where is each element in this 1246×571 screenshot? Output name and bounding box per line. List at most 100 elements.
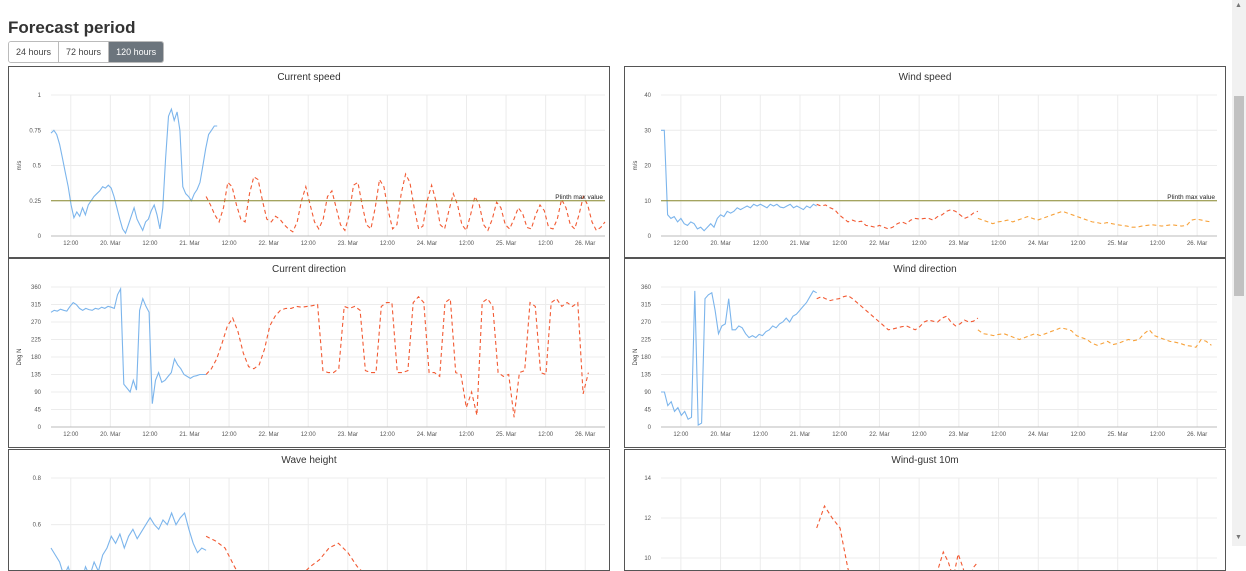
scrollbar-thumb[interactable] xyxy=(1234,96,1244,296)
wind-direction-chart: Wind direction 12:00 20. Mar 12:00 21. Mar 12… xyxy=(633,264,1217,438)
x-tick-label: 25. Mar xyxy=(1108,432,1128,438)
wave-height-chart: Wave height 0.6 0.8 xyxy=(33,455,605,570)
series-line xyxy=(816,203,979,230)
y-tick-label: 270 xyxy=(31,320,42,326)
chart-title: Current direction xyxy=(272,264,346,275)
threshold-label: Plinth max value xyxy=(1167,194,1215,201)
y-axis-label: Deg N xyxy=(17,348,23,365)
chart-title: Current speed xyxy=(277,72,340,83)
x-tick-label: 21. Mar xyxy=(790,432,810,438)
x-tick-label: 12:00 xyxy=(832,241,848,247)
x-tick-label: 20. Mar xyxy=(710,432,730,438)
x-tick-label: 23. Mar xyxy=(949,432,969,438)
x-tick-label: 26. Mar xyxy=(1187,241,1207,247)
x-tick-label: 25. Mar xyxy=(496,241,516,247)
x-tick-label: 22. Mar xyxy=(869,241,889,247)
x-tick-label: 12:00 xyxy=(459,432,475,438)
y-tick-label: 90 xyxy=(34,390,41,396)
current-speed-chart: Current speed 12:00 20. Mar 12:00 21. Mar 12:… xyxy=(17,72,606,247)
series-line xyxy=(816,295,979,331)
x-tick-label: 26. Mar xyxy=(575,432,595,438)
y-tick-label: 0.5 xyxy=(33,164,42,170)
y-axis-label: m/s xyxy=(633,161,639,171)
x-tick-label: 12:00 xyxy=(301,432,317,438)
x-tick-label: 12:00 xyxy=(1070,432,1086,438)
y-axis-label: m/s xyxy=(17,161,23,171)
x-tick-label: 12:00 xyxy=(1070,241,1086,247)
series-line xyxy=(50,107,218,235)
chart-title: Wind direction xyxy=(893,264,956,275)
y-tick-label: 0 xyxy=(648,425,652,431)
y-tick-label: 135 xyxy=(641,373,652,379)
x-tick-label: 12:00 xyxy=(1150,241,1166,247)
y-tick-label: 0.6 xyxy=(33,523,42,529)
chart-panel-wind-direction: Wind direction 12:00 20. Mar 12:00 21. Mar 12… xyxy=(624,258,1226,448)
chart-panel-wind-speed: Wind speed 12:00 20. Mar 12:00 21. Mar 12:00 2… xyxy=(624,66,1226,258)
y-tick-label: 0.75 xyxy=(29,128,41,134)
x-tick-label: 12:00 xyxy=(912,241,928,247)
period-72h-button[interactable]: 72 hours xyxy=(59,42,110,62)
chart-title: Wind speed xyxy=(899,72,952,83)
wind-gust-chart: Wind-gust 10m 10 12 14 xyxy=(644,455,1217,570)
y-tick-label: 315 xyxy=(31,303,42,309)
y-tick-label: 10 xyxy=(644,199,651,205)
y-tick-label: 20 xyxy=(644,164,651,170)
x-tick-label: 25. Mar xyxy=(1108,241,1128,247)
x-tick-label: 12:00 xyxy=(538,241,554,247)
x-tick-label: 20. Mar xyxy=(100,241,120,247)
x-tick-label: 12:00 xyxy=(63,241,79,247)
x-tick-label: 23. Mar xyxy=(338,432,358,438)
current-direction-chart: Current direction 12:00 20. Mar 12:00 21. Ma… xyxy=(17,264,605,438)
series-line xyxy=(661,290,817,427)
y-tick-label: 135 xyxy=(31,373,42,379)
y-tick-label: 225 xyxy=(31,338,42,344)
x-tick-label: 12:00 xyxy=(673,432,689,438)
x-tick-label: 12:00 xyxy=(222,432,238,438)
y-tick-label: 12 xyxy=(644,516,651,522)
period-24h-button[interactable]: 24 hours xyxy=(9,42,60,62)
x-tick-label: 24. Mar xyxy=(417,432,437,438)
x-tick-label: 12:00 xyxy=(673,241,689,247)
x-tick-label: 12:00 xyxy=(538,432,554,438)
series-line xyxy=(661,129,817,232)
x-tick-label: 24. Mar xyxy=(1028,432,1048,438)
y-tick-label: 225 xyxy=(641,338,652,344)
period-120h-button[interactable]: 120 hours xyxy=(109,42,164,62)
wind-speed-chart: Wind speed 12:00 20. Mar 12:00 21. Mar 12:00 2… xyxy=(633,72,1217,247)
y-tick-label: 360 xyxy=(31,285,42,291)
x-tick-label: 12:00 xyxy=(380,241,396,247)
y-tick-label: 180 xyxy=(641,355,652,361)
scroll-down-icon[interactable]: ▼ xyxy=(1235,534,1242,541)
y-tick-label: 10 xyxy=(644,556,651,562)
y-tick-label: 270 xyxy=(641,320,652,326)
series-line xyxy=(977,327,1212,348)
y-tick-label: 360 xyxy=(641,285,652,291)
x-tick-label: 20. Mar xyxy=(100,432,120,438)
y-axis-label: Deg N xyxy=(633,348,639,365)
x-tick-label: 23. Mar xyxy=(949,241,969,247)
chart-title: Wind-gust 10m xyxy=(891,455,958,466)
chart-title: Wave height xyxy=(281,455,336,466)
chart-panel-wind-gust: Wind-gust 10m 10 12 14 xyxy=(624,449,1226,571)
y-tick-label: 180 xyxy=(31,355,42,361)
x-tick-label: 12:00 xyxy=(753,241,769,247)
x-tick-label: 12:00 xyxy=(142,432,158,438)
scroll-up-icon[interactable]: ▲ xyxy=(1235,2,1242,9)
x-tick-label: 24. Mar xyxy=(417,241,437,247)
x-tick-label: 12:00 xyxy=(991,432,1007,438)
x-tick-label: 12:00 xyxy=(459,241,475,247)
x-tick-label: 26. Mar xyxy=(1187,432,1207,438)
page-scrollbar[interactable]: ▲ ▼ xyxy=(1232,0,1246,546)
x-tick-label: 21. Mar xyxy=(179,241,199,247)
x-tick-label: 21. Mar xyxy=(179,432,199,438)
series-line xyxy=(205,172,606,233)
x-tick-label: 22. Mar xyxy=(258,432,278,438)
x-tick-label: 12:00 xyxy=(63,432,79,438)
x-tick-label: 20. Mar xyxy=(710,241,730,247)
forecast-period-selector: 24 hours 72 hours 120 hours xyxy=(8,41,165,63)
series-line xyxy=(937,550,979,570)
series-line xyxy=(816,504,849,570)
x-tick-label: 12:00 xyxy=(991,241,1007,247)
x-tick-label: 12:00 xyxy=(142,241,158,247)
x-tick-label: 26. Mar xyxy=(575,241,595,247)
